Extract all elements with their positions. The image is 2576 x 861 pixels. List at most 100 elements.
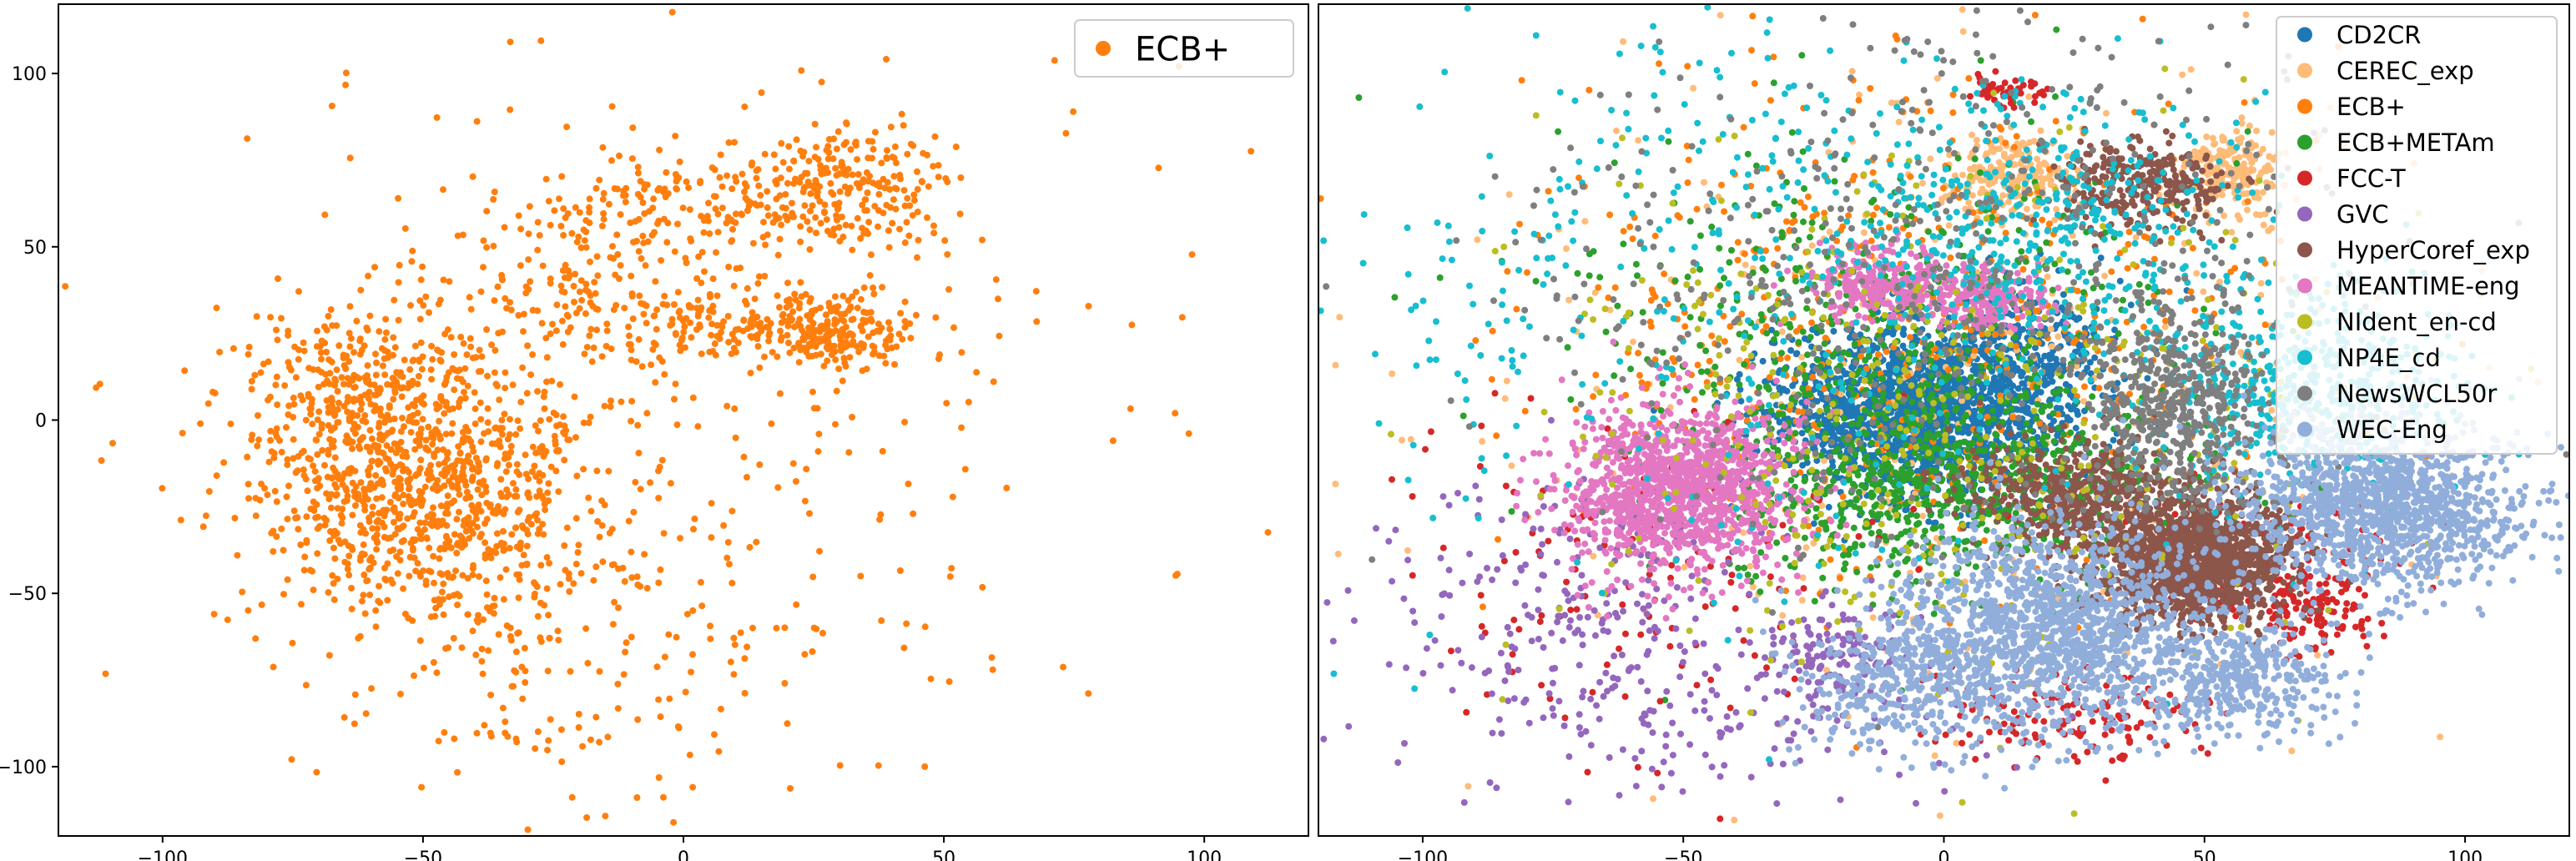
data-point <box>515 212 522 219</box>
data-point <box>428 375 436 383</box>
data-point <box>483 604 491 612</box>
data-point <box>501 224 508 231</box>
data-point <box>374 386 381 394</box>
data-point <box>287 366 295 374</box>
right-scatter-panel: −100 −50 0 50 100 CD2CRCEREC_expECB+ECB+META… <box>1318 3 2570 861</box>
data-point <box>489 509 497 516</box>
data-point <box>558 317 566 325</box>
data-point <box>1172 571 1179 579</box>
data-point <box>515 594 522 602</box>
data-point <box>614 705 622 712</box>
data-point <box>732 174 739 181</box>
data-point <box>331 454 339 461</box>
series-ecb--points <box>62 8 1272 833</box>
data-point <box>313 436 320 444</box>
data-point <box>252 635 260 642</box>
data-point <box>345 358 353 365</box>
data-point <box>596 738 603 746</box>
data-point <box>746 544 754 551</box>
data-point <box>512 430 520 438</box>
data-point <box>290 455 297 462</box>
data-point <box>557 581 564 588</box>
data-point <box>814 156 822 163</box>
data-point <box>285 411 292 418</box>
data-point <box>454 768 461 776</box>
data-point <box>1965 430 1972 437</box>
data-point <box>838 347 844 355</box>
data-point <box>346 154 354 162</box>
data-point <box>456 532 464 540</box>
data-point <box>1992 145 1999 153</box>
data-point <box>508 531 516 538</box>
data-point <box>801 497 809 505</box>
data-point <box>731 138 739 146</box>
data-point <box>744 284 751 292</box>
data-point <box>486 729 494 737</box>
data-point <box>720 521 728 529</box>
data-point <box>931 133 939 140</box>
data-point <box>469 627 476 635</box>
data-point <box>652 341 659 349</box>
data-point <box>1868 430 1875 438</box>
data-point <box>575 711 582 718</box>
data-point <box>603 327 611 335</box>
data-point <box>807 190 814 198</box>
data-point <box>833 387 840 395</box>
data-point <box>420 392 427 400</box>
data-point <box>2000 150 2008 158</box>
data-point <box>591 279 598 286</box>
data-point <box>391 531 399 538</box>
data-point <box>433 113 441 121</box>
data-point <box>870 290 878 298</box>
data-point <box>351 691 359 698</box>
data-point <box>459 439 466 446</box>
data-point <box>829 155 837 163</box>
data-point <box>419 415 426 423</box>
data-point <box>832 420 839 428</box>
data-point <box>2013 405 2020 413</box>
data-point <box>520 310 527 318</box>
data-point <box>524 489 532 496</box>
data-point <box>587 292 594 300</box>
data-point <box>832 356 839 364</box>
data-point <box>451 497 458 505</box>
data-point <box>369 525 376 532</box>
data-point <box>315 383 322 390</box>
data-point <box>338 374 345 381</box>
data-point <box>801 202 809 209</box>
data-point <box>285 402 293 410</box>
data-point <box>566 588 573 595</box>
data-point <box>890 173 898 180</box>
data-point <box>539 446 547 453</box>
data-point <box>533 510 541 517</box>
data-point <box>442 430 450 438</box>
data-point <box>629 315 637 323</box>
data-point <box>387 446 395 453</box>
data-point <box>741 103 749 110</box>
data-point <box>778 334 785 341</box>
data-point <box>383 329 390 336</box>
data-point <box>860 284 868 291</box>
data-point <box>2073 316 2080 323</box>
data-point <box>728 507 736 515</box>
data-point <box>782 191 789 198</box>
data-point <box>524 342 532 350</box>
data-point <box>749 309 756 316</box>
data-point <box>522 451 529 459</box>
data-point <box>865 138 872 145</box>
data-point <box>483 591 491 598</box>
data-point <box>2016 173 2024 180</box>
data-point <box>733 264 740 272</box>
data-point <box>638 254 645 262</box>
data-point <box>893 343 900 350</box>
data-point <box>765 337 773 345</box>
data-point <box>553 301 561 309</box>
data-point <box>292 374 300 381</box>
data-point <box>770 151 778 159</box>
data-point <box>406 365 414 373</box>
data-point <box>239 588 246 596</box>
data-point <box>2053 205 2060 213</box>
data-point <box>545 480 552 487</box>
data-point <box>785 143 793 150</box>
data-point <box>572 561 580 567</box>
